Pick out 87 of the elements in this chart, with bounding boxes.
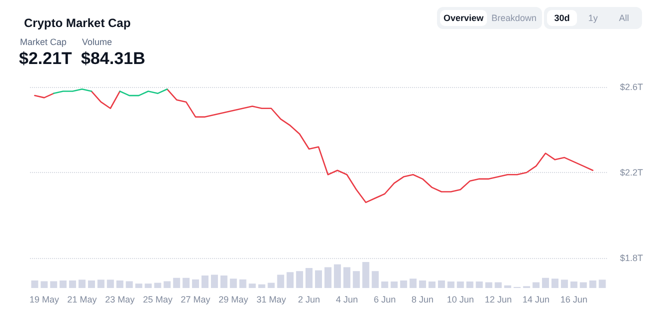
text: Volume <box>82 37 112 47</box>
bar <box>352 271 360 288</box>
chart-title: Crypto Market Cap <box>24 16 131 30</box>
bar <box>372 271 379 288</box>
bar <box>504 285 512 288</box>
x-tick-label: 31 May <box>256 294 286 304</box>
bar <box>381 282 388 288</box>
bar <box>192 279 200 288</box>
bar <box>494 282 502 288</box>
text: Breakdown <box>490 12 538 25</box>
bar <box>268 282 275 288</box>
bar <box>580 282 587 288</box>
bar <box>542 278 550 288</box>
bar <box>410 278 417 288</box>
bar <box>164 281 171 288</box>
bar <box>390 282 398 288</box>
x-tick-label: 16 Jun <box>560 294 588 304</box>
bar <box>485 282 492 288</box>
bar <box>277 274 284 288</box>
x-tick-label: 10 Jun <box>446 294 474 304</box>
bar <box>135 284 142 288</box>
bar <box>532 282 540 288</box>
x-tick-label: 8 Jun <box>412 294 434 304</box>
bar <box>589 280 596 288</box>
bar <box>60 280 67 288</box>
x-tick-label: 2 Jun <box>298 294 320 304</box>
text: $2.21T <box>19 49 72 69</box>
bar <box>306 268 313 288</box>
x-tick-label: 25 May <box>142 294 173 304</box>
bar <box>50 281 58 288</box>
bar <box>466 282 474 288</box>
bar <box>97 280 104 288</box>
bar <box>476 282 483 288</box>
bar <box>286 272 294 288</box>
text: Overview <box>440 10 487 26</box>
bar <box>438 280 445 288</box>
bar <box>419 280 426 288</box>
bar <box>88 280 95 288</box>
bar <box>315 270 322 288</box>
bar <box>570 282 578 288</box>
bar <box>126 281 133 288</box>
bar <box>201 276 208 288</box>
bar <box>258 284 266 288</box>
y-tick-label: $1.8T <box>620 253 644 263</box>
bar <box>400 280 408 288</box>
text: 30d <box>547 10 577 26</box>
bar <box>230 278 237 288</box>
bar <box>40 281 48 288</box>
x-tick-label: 23 May <box>105 294 136 304</box>
bar <box>296 271 304 288</box>
text: All <box>618 12 630 25</box>
y-tick-label: $2.6T <box>620 82 644 92</box>
bar <box>78 280 86 288</box>
bar <box>220 276 228 288</box>
bar <box>324 267 332 288</box>
bar <box>106 280 114 288</box>
bar <box>248 284 256 288</box>
bar <box>144 284 152 288</box>
text: $84.31B <box>81 49 146 69</box>
bar <box>116 280 124 288</box>
bar <box>447 282 454 288</box>
bar <box>182 278 190 288</box>
bar <box>456 282 464 288</box>
bar <box>69 280 76 288</box>
x-tick-label: 6 Jun <box>374 294 396 304</box>
x-tick-label: 14 Jun <box>522 294 550 304</box>
bar <box>343 267 350 288</box>
text: Market Cap <box>20 37 67 47</box>
bar <box>210 274 218 288</box>
bar <box>551 278 558 288</box>
bar <box>173 278 180 288</box>
x-tick-label: 21 May <box>67 294 98 304</box>
x-tick-label: 29 May <box>218 294 249 304</box>
x-tick-label: 19 May <box>29 294 60 304</box>
x-tick-label: 4 Jun <box>336 294 358 304</box>
bar <box>362 262 370 288</box>
bar <box>31 280 38 288</box>
y-tick-label: $2.2T <box>620 168 644 178</box>
bar <box>239 279 246 288</box>
bar <box>428 282 436 288</box>
bar <box>598 280 606 288</box>
text: 1y <box>587 12 599 25</box>
x-tick-label: 27 May <box>180 294 211 304</box>
bar <box>334 264 341 288</box>
bar <box>154 282 162 288</box>
bar <box>560 280 568 288</box>
x-tick-label: 12 Jun <box>484 294 512 304</box>
